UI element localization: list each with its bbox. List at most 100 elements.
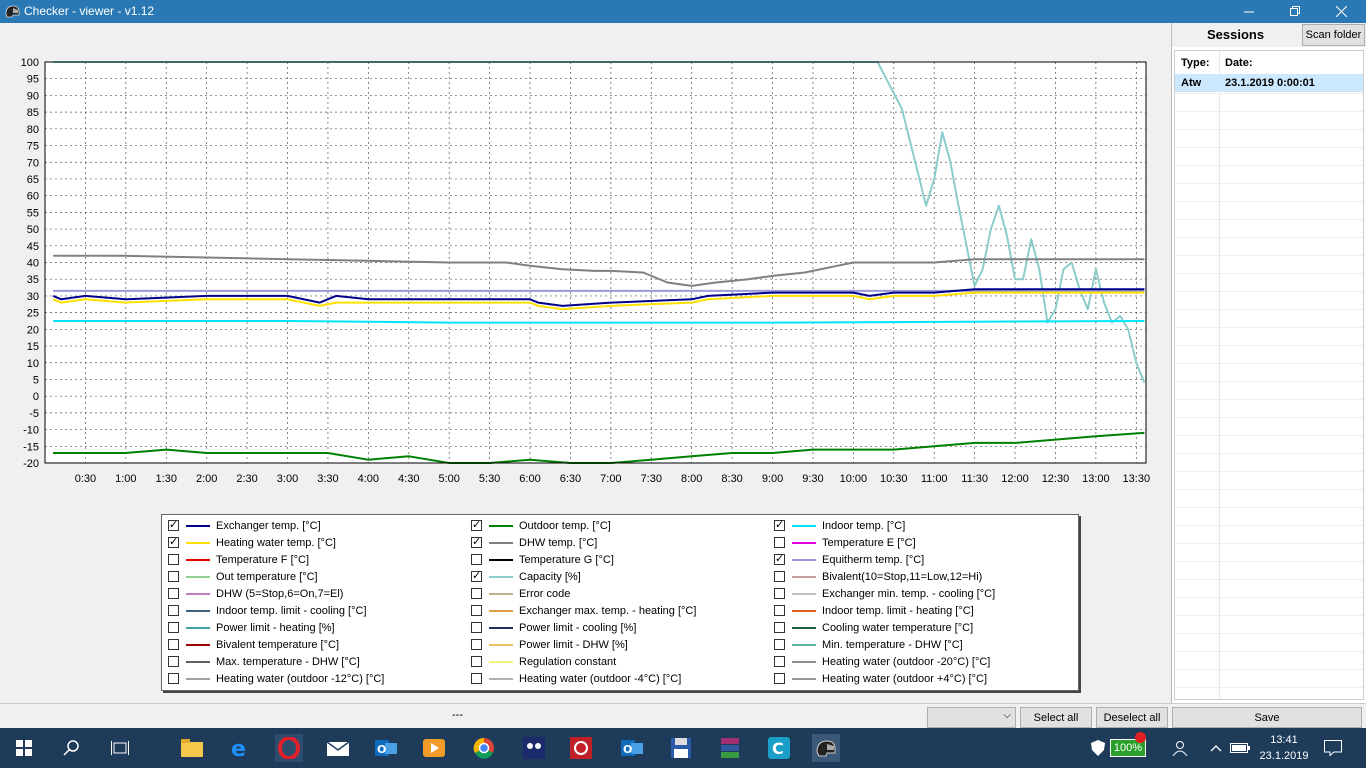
legend-item[interactable]: Indoor temp. limit - cooling [°C] xyxy=(168,602,367,619)
legend-item[interactable]: Outdoor temp. [°C] xyxy=(471,517,611,534)
taskbar-media-player[interactable] xyxy=(420,734,448,762)
people-icon xyxy=(1172,741,1188,756)
legend-item[interactable]: Heating water (outdoor +4°C) [°C] xyxy=(774,670,987,687)
legend-item[interactable]: Heating water (outdoor -4°C) [°C] xyxy=(471,670,681,687)
start-button[interactable] xyxy=(10,734,38,762)
tray-overflow[interactable] xyxy=(1206,734,1226,762)
series-checkbox[interactable] xyxy=(471,554,482,565)
series-checkbox[interactable] xyxy=(471,622,482,633)
legend-item[interactable]: Power limit - DHW [%] xyxy=(471,636,628,653)
legend-item[interactable]: DHW (5=Stop,6=On,7=El) xyxy=(168,585,343,602)
legend-item[interactable]: Heating water temp. [°C] xyxy=(168,534,336,551)
series-checkbox[interactable] xyxy=(774,673,785,684)
series-checkbox[interactable] xyxy=(471,569,482,582)
minimize-button[interactable] xyxy=(1226,0,1272,23)
legend-item[interactable]: Bivalent temperature [°C] xyxy=(168,636,339,653)
save-button[interactable]: Save xyxy=(1172,707,1362,728)
legend-item[interactable]: Exchanger temp. [°C] xyxy=(168,517,321,534)
taskbar-file-explorer[interactable] xyxy=(178,734,206,762)
tray-battery-app[interactable]: 100% xyxy=(1108,732,1148,762)
legend-item[interactable]: Heating water (outdoor -12°C) [°C] xyxy=(168,670,384,687)
series-checkbox[interactable] xyxy=(471,673,482,684)
row-divider xyxy=(1175,633,1363,634)
series-checkbox[interactable] xyxy=(471,518,482,531)
legend-item[interactable]: Power limit - cooling [%] xyxy=(471,619,636,636)
taskbar-ccleaner[interactable]: C xyxy=(765,734,793,762)
legend-item[interactable]: Capacity [%] xyxy=(471,568,581,585)
legend-item[interactable]: Temperature G [°C] xyxy=(471,551,614,568)
taskbar-edge[interactable]: e xyxy=(226,734,254,762)
legend-item[interactable]: Temperature E [°C] xyxy=(774,534,916,551)
series-checkbox[interactable] xyxy=(774,552,785,565)
series-checkbox[interactable] xyxy=(471,535,482,548)
legend-item[interactable]: DHW temp. [°C] xyxy=(471,534,597,551)
taskbar-app-red[interactable] xyxy=(567,734,595,762)
series-checkbox[interactable] xyxy=(168,639,179,650)
series-checkbox[interactable] xyxy=(471,588,482,599)
legend-item[interactable]: Error code xyxy=(471,585,570,602)
taskbar-winrar[interactable] xyxy=(716,734,744,762)
row-divider xyxy=(1175,687,1363,688)
series-checkbox[interactable] xyxy=(168,518,179,531)
series-checkbox[interactable] xyxy=(168,656,179,667)
tray-people[interactable] xyxy=(1168,734,1192,762)
series-checkbox[interactable] xyxy=(774,588,785,599)
y-tick-label: 100 xyxy=(21,57,39,69)
legend-item[interactable]: Out temperature [°C] xyxy=(168,568,318,585)
close-button[interactable] xyxy=(1318,0,1364,23)
legend-item[interactable]: Heating water (outdoor -20°C) [°C] xyxy=(774,653,990,670)
series-checkbox[interactable] xyxy=(774,518,785,531)
series-checkbox[interactable] xyxy=(168,673,179,684)
series-checkbox[interactable] xyxy=(168,535,179,548)
select-all-button[interactable]: Select all xyxy=(1020,707,1092,728)
taskbar-chrome[interactable] xyxy=(470,734,498,762)
series-checkbox[interactable] xyxy=(774,622,785,633)
column-header-date[interactable]: Date: xyxy=(1225,57,1253,69)
series-checkbox[interactable] xyxy=(168,588,179,599)
series-checkbox[interactable] xyxy=(471,605,482,616)
legend-item[interactable]: Exchanger max. temp. - heating [°C] xyxy=(471,602,696,619)
session-row[interactable]: Atw 23.1.2019 0:00:01 xyxy=(1175,74,1363,92)
series-color-swatch xyxy=(792,609,816,612)
legend-item[interactable]: Temperature F [°C] xyxy=(168,551,309,568)
series-checkbox[interactable] xyxy=(774,571,785,582)
series-checkbox[interactable] xyxy=(774,639,785,650)
clock[interactable]: 13:41 23.1.2019 xyxy=(1250,732,1318,764)
legend-item[interactable]: Equitherm temp. [°C] xyxy=(774,551,924,568)
taskbar-app-owl[interactable] xyxy=(520,734,548,762)
action-center-button[interactable] xyxy=(1320,734,1346,762)
deselect-all-button[interactable]: Deselect all xyxy=(1096,707,1168,728)
tray-security[interactable] xyxy=(1086,734,1110,762)
series-checkbox[interactable] xyxy=(774,656,785,667)
series-checkbox[interactable] xyxy=(471,656,482,667)
series-checkbox[interactable] xyxy=(471,639,482,650)
restore-button[interactable] xyxy=(1272,0,1318,23)
legend-item[interactable]: Cooling water temperature [°C] xyxy=(774,619,973,636)
tray-power[interactable] xyxy=(1228,734,1252,762)
legend-item[interactable]: Exchanger min. temp. - cooling [°C] xyxy=(774,585,995,602)
legend-item[interactable]: Power limit - heating [%] xyxy=(168,619,335,636)
series-checkbox[interactable] xyxy=(168,571,179,582)
column-header-type[interactable]: Type: xyxy=(1181,57,1210,69)
legend-item[interactable]: Bivalent(10=Stop,11=Low,12=Hi) xyxy=(774,568,982,585)
series-checkbox[interactable] xyxy=(168,554,179,565)
taskbar-outlook-2[interactable]: O xyxy=(618,734,646,762)
taskbar-mail[interactable] xyxy=(324,734,352,762)
legend-item[interactable]: Max. temperature - DHW [°C] xyxy=(168,653,360,670)
scan-folder-button[interactable]: Scan folder xyxy=(1302,24,1365,46)
taskbar-opera[interactable] xyxy=(275,734,303,762)
series-combo[interactable]: ⌵ xyxy=(927,707,1016,728)
series-checkbox[interactable] xyxy=(168,605,179,616)
taskbar-save-app[interactable] xyxy=(667,734,695,762)
series-checkbox[interactable] xyxy=(168,622,179,633)
legend-item[interactable]: Indoor temp. [°C] xyxy=(774,517,905,534)
search-button[interactable] xyxy=(58,734,86,762)
task-view-button[interactable] xyxy=(106,734,134,762)
legend-item[interactable]: Regulation constant xyxy=(471,653,616,670)
taskbar-checker-viewer[interactable] xyxy=(812,734,840,762)
series-checkbox[interactable] xyxy=(774,537,785,548)
series-checkbox[interactable] xyxy=(774,605,785,616)
taskbar-outlook[interactable]: O xyxy=(372,734,400,762)
legend-item[interactable]: Indoor temp. limit - heating [°C] xyxy=(774,602,974,619)
legend-item[interactable]: Min. temperature - DHW [°C] xyxy=(774,636,963,653)
